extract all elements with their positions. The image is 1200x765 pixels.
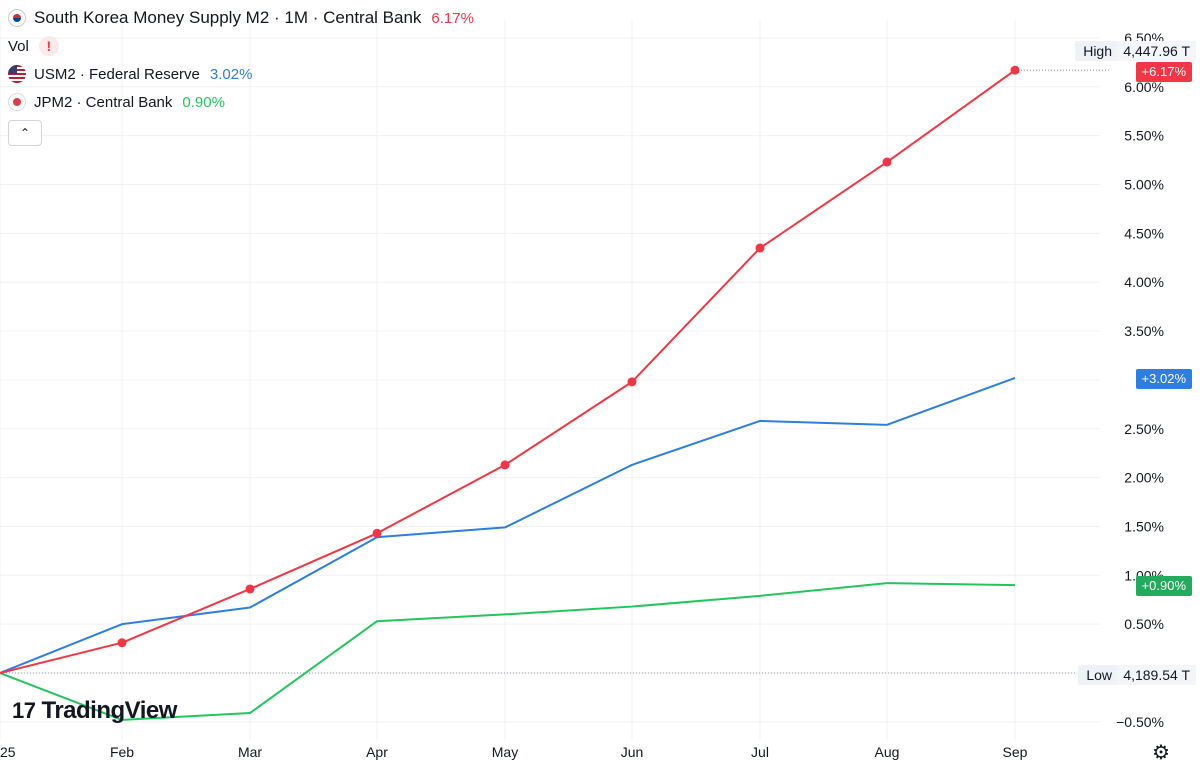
y-tick-label: 5.50% [1124,128,1164,144]
x-tick-label: Aug [875,744,900,760]
vol-label: Vol [8,37,29,55]
x-tick-label: Apr [366,744,388,760]
legend-collapse-button[interactable]: ⌃ [8,120,42,146]
x-tick-label: Jul [751,744,769,760]
series-point-kr [882,157,892,167]
us-flag-icon [8,65,26,83]
x-tick-label: Feb [110,744,134,760]
japan-flag-icon [8,93,26,111]
usm2-label: USM2 · Federal Reserve [34,65,200,83]
series-point-kr [245,584,255,594]
series-point-kr [627,377,637,387]
series-line-jp [0,582,1016,721]
x-tick-label: Mar [238,744,262,760]
legend-jpm2-row[interactable]: JPM2 · Central Bank 0.90% [8,88,474,116]
jpm2-label: JPM2 · Central Bank [34,93,173,111]
kr-last-value-badge: +6.17% [1135,62,1192,82]
x-tick-label: Jun [621,744,644,760]
y-tick-label: 2.50% [1124,421,1164,437]
jpm2-change: 0.90% [182,93,225,111]
y-tick-label: 4.50% [1124,225,1164,241]
series-point-kr [755,243,765,253]
low-value: 4,189.54 T [1117,665,1196,685]
x-tick-label: May [492,744,518,760]
legend-main-row[interactable]: South Korea Money Supply M2 · 1M · Centr… [8,4,474,32]
series-point-kr [500,460,510,470]
south-korea-flag-icon [8,9,26,27]
low-label: Low [1078,665,1120,685]
y-tick-label: 2.00% [1124,470,1164,486]
tradingview-mark-icon: 17 [12,698,36,723]
jp-last-value-badge: +0.90% [1135,576,1192,596]
legend-usm2-row[interactable]: USM2 · Federal Reserve 3.02% [8,60,474,88]
series-point-kr [1010,65,1020,75]
tradingview-logo[interactable]: 17 TradingView [12,697,177,725]
y-tick-label: 6.00% [1124,79,1164,95]
x-tick-label: 25 [0,744,16,760]
main-series-title: South Korea Money Supply M2 · 1M · Centr… [34,8,422,27]
chart-legend: South Korea Money Supply M2 · 1M · Centr… [8,4,474,146]
legend-vol-row[interactable]: Vol ! [8,32,474,60]
y-tick-label: 4.00% [1124,274,1164,290]
y-tick-label: −0.50% [1116,714,1164,730]
y-tick-label: 0.50% [1124,616,1164,632]
high-label: High [1075,41,1120,61]
series-line-kr [0,69,1016,674]
usm2-change: 3.02% [209,65,253,83]
series-point-kr [117,638,127,648]
vol-alert-icon[interactable]: ! [38,36,59,56]
series-line-us [0,377,1016,674]
us-last-value-badge: +3.02% [1135,369,1192,389]
gear-icon[interactable]: ⚙ [1152,742,1170,764]
y-tick-label: 3.50% [1124,323,1164,339]
chevron-up-icon: ⌃ [19,126,31,140]
x-tick-label: Sep [1003,744,1028,760]
series-point-kr [372,528,382,538]
main-series-change: 6.17% [431,9,474,27]
y-tick-label: 5.00% [1124,177,1164,193]
tradingview-logo-text: TradingView [41,697,177,724]
high-value: 4,447.96 T [1117,41,1196,61]
y-tick-label: 1.50% [1124,518,1164,534]
